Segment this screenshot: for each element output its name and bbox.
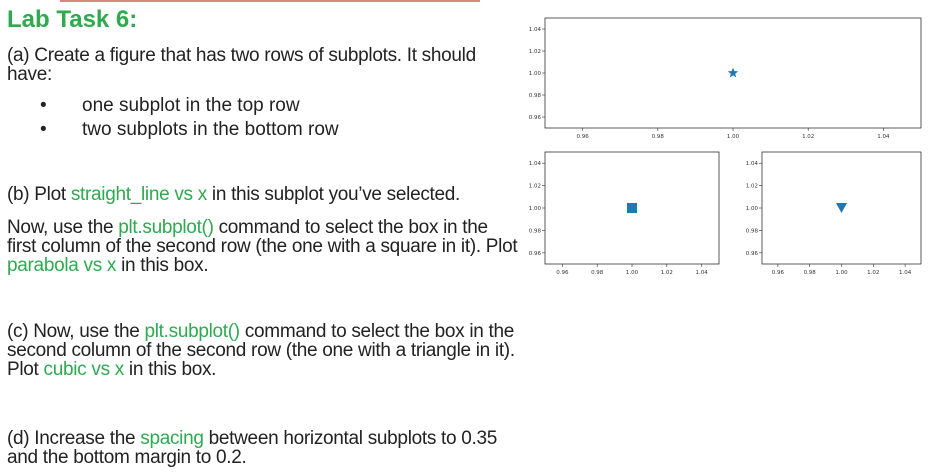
part-c-text: (c) Now, use the plt.subplot() command t…	[7, 322, 515, 379]
x-tick-label: 0.98	[804, 270, 817, 276]
d-line-1-pre: (d) Increase the	[7, 428, 141, 449]
part-a-line-2: have:	[7, 64, 52, 85]
d-line-1-post: between horizontal subplots to 0.35	[203, 428, 498, 449]
square-marker	[627, 203, 637, 213]
page-title: Lab Task 6:	[7, 6, 138, 33]
part-a-bullets: • one subplot in the top row • two subpl…	[40, 94, 339, 142]
x-tick-label: 1.04	[695, 270, 708, 276]
x-tick-label: 0.96	[576, 134, 589, 140]
d-line-1-code: spacing	[140, 428, 204, 449]
top-edge-decoration	[60, 0, 480, 2]
x-tick-label: 1.04	[877, 134, 890, 140]
c-line-3-post: in this box.	[123, 359, 217, 380]
part-now-text: Now, use the plt.subplot() command to se…	[7, 217, 518, 276]
x-tick-label: 1.00	[835, 270, 848, 276]
x-tick-label: 1.04	[899, 270, 912, 276]
x-tick-label: 0.98	[652, 134, 665, 140]
bullet-item: • two subplots in the bottom row	[40, 118, 339, 142]
y-tick-label: 1.02	[746, 184, 758, 190]
part-b-pre: (b) Plot	[7, 184, 71, 205]
y-tick-label: 1.02	[529, 49, 541, 55]
y-tick-label: 0.96	[746, 251, 759, 257]
bullet-dot-icon: •	[40, 95, 47, 116]
x-tick-label: 0.98	[591, 270, 604, 276]
part-a-text: (a) Create a figure that has two rows of…	[7, 46, 476, 84]
c-line-3-pre: Plot	[7, 359, 44, 380]
now-line-1-pre: Now, use the	[7, 217, 119, 238]
x-tick-label: 1.00	[727, 134, 740, 140]
y-tick-label: 0.98	[746, 228, 759, 234]
bullet-text: two subplots in the bottom row	[82, 119, 339, 140]
c-line-2: second column of the second row (the one…	[7, 340, 515, 361]
bullet-item: • one subplot in the top row	[40, 94, 339, 118]
now-line-1-post: command to select the box in the	[213, 217, 489, 238]
x-tick-label: 1.02	[867, 270, 879, 276]
part-b-post: in this subplot you’ve selected.	[206, 184, 461, 205]
y-tick-label: 0.96	[529, 115, 542, 121]
now-line-3-code: parabola vs x	[7, 255, 117, 276]
y-tick-label: 0.98	[529, 93, 542, 99]
y-tick-label: 1.04	[529, 161, 542, 167]
x-tick-label: 0.96	[556, 270, 569, 276]
part-a-line-1: (a) Create a figure that has two rows of…	[7, 45, 476, 66]
star-marker	[727, 67, 739, 78]
triangle-down-marker	[836, 203, 847, 213]
x-tick-label: 0.96	[772, 270, 785, 276]
part-b-text: (b) Plot straight_line vs x in this subp…	[7, 185, 460, 204]
y-tick-label: 1.00	[529, 71, 542, 77]
y-tick-label: 1.00	[746, 206, 759, 212]
bullet-text: one subplot in the top row	[82, 95, 300, 116]
c-line-1-post: command to select the box in the	[239, 321, 515, 342]
part-d-text: (d) Increase the spacing between horizon…	[7, 429, 497, 467]
c-line-1-code: plt.subplot()	[144, 321, 240, 342]
now-line-3-post: in this box.	[116, 255, 209, 276]
bullet-dot-icon: •	[40, 119, 47, 140]
d-line-2: and the bottom margin to 0.2.	[7, 447, 247, 468]
now-line-1-code: plt.subplot()	[118, 217, 214, 238]
y-tick-label: 1.02	[529, 184, 541, 190]
x-tick-label: 1.00	[626, 270, 639, 276]
y-tick-label: 1.04	[746, 161, 759, 167]
c-line-3-code: cubic vs x	[43, 359, 125, 380]
y-tick-label: 1.04	[529, 27, 542, 33]
y-tick-label: 0.98	[529, 228, 542, 234]
now-line-2: first column of the second row (the one …	[7, 236, 518, 257]
y-tick-label: 0.96	[529, 251, 542, 257]
x-tick-label: 1.02	[661, 270, 673, 276]
y-tick-label: 1.00	[529, 206, 542, 212]
part-b-code: straight_line vs x	[70, 184, 207, 205]
c-line-1-pre: (c) Now, use the	[7, 321, 145, 342]
x-tick-label: 1.02	[802, 134, 814, 140]
